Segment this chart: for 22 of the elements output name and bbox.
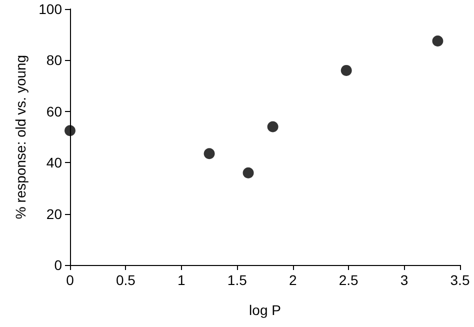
point	[242, 167, 254, 178]
point	[432, 36, 444, 46]
point	[64, 125, 76, 136]
x-tick-label: 2	[288, 272, 297, 288]
point	[340, 64, 352, 76]
point	[267, 121, 278, 132]
x-tick-label: 3	[400, 272, 408, 288]
x-tick-label: 0.5	[116, 272, 136, 288]
x-tick-label: 1	[178, 272, 186, 288]
y-tick-label: 40	[46, 154, 62, 171]
point	[204, 148, 215, 160]
y-axis-title: % response: old vs. young	[12, 54, 29, 220]
x-axis-title: log P	[249, 302, 281, 318]
y-tick-label: 100	[38, 1, 62, 17]
y-tick-label: 60	[46, 103, 62, 120]
y-tick-label: 20	[46, 206, 62, 222]
x-tick-label: 0	[66, 272, 74, 288]
x-tick-label: 1.5	[227, 272, 248, 288]
y-tick-label: 80	[46, 52, 62, 68]
y-tick-label: 0	[54, 257, 62, 273]
x-tick-label: 2.5	[338, 272, 359, 288]
x-tick-label: 3.5	[450, 272, 470, 288]
